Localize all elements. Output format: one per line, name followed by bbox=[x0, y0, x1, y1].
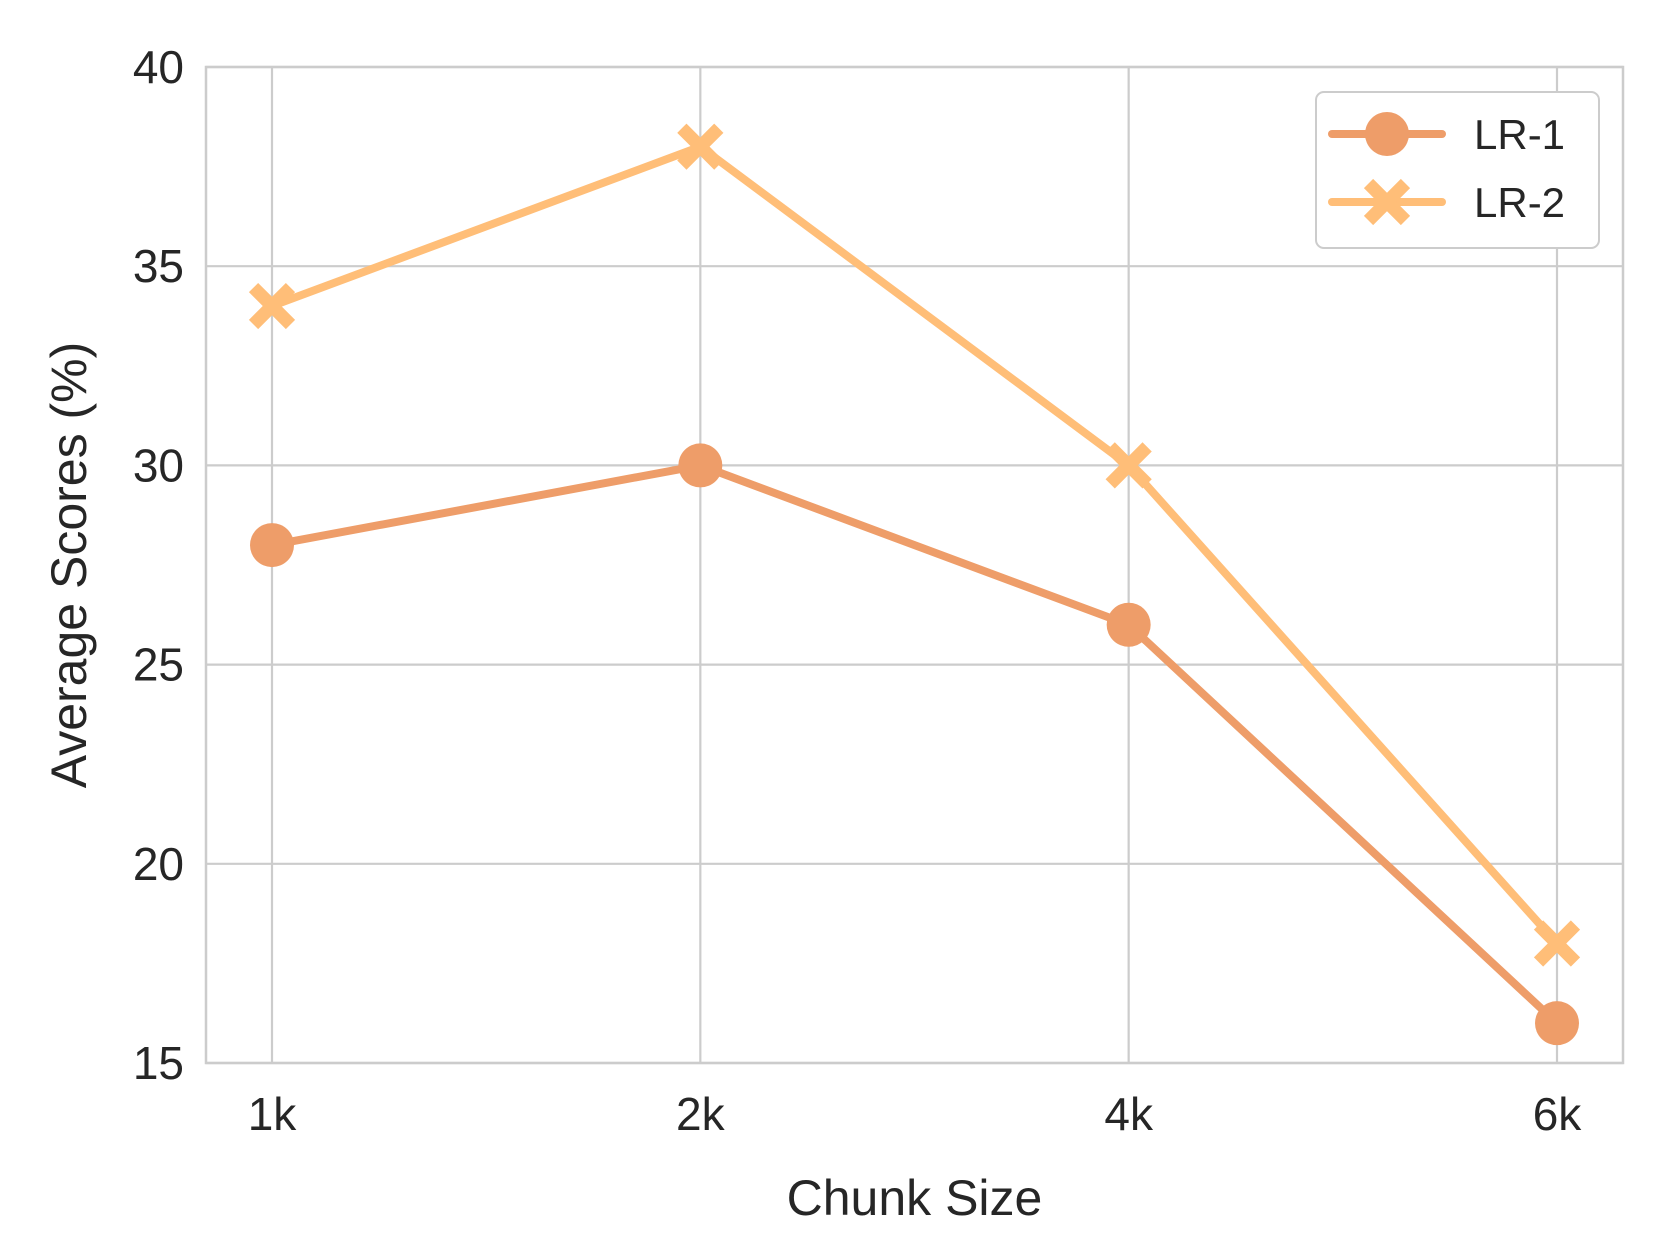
legend-entry: LR-2 bbox=[1328, 178, 1565, 226]
data-point-x bbox=[1363, 178, 1411, 226]
legend: LR-1 LR-2 bbox=[1315, 91, 1600, 249]
y-tick-label: 20 bbox=[133, 838, 184, 890]
data-point-circle bbox=[678, 443, 723, 488]
y-tick-label: 35 bbox=[133, 240, 184, 292]
data-point-circle bbox=[1365, 112, 1409, 156]
data-point-x bbox=[1105, 442, 1152, 489]
x-axis-title: Chunk Size bbox=[787, 1170, 1043, 1226]
legend-entry: LR-1 bbox=[1328, 111, 1565, 158]
series-LR-1 bbox=[250, 443, 1579, 1046]
y-tick-label: 15 bbox=[133, 1037, 184, 1089]
series-LR-2 bbox=[248, 123, 1581, 967]
legend-label: LR-2 bbox=[1474, 179, 1565, 226]
plot-frame bbox=[204, 65, 1625, 1065]
y-tick-label: 40 bbox=[133, 41, 184, 93]
x-tick-labels: 1k 2k 4k 6k bbox=[248, 1088, 1583, 1140]
x-tick-label: 6k bbox=[1533, 1088, 1583, 1140]
series-group bbox=[248, 123, 1581, 1046]
y-tick-label: 25 bbox=[133, 639, 184, 691]
legend-label: LR-1 bbox=[1474, 111, 1565, 158]
data-point-x bbox=[248, 282, 296, 330]
y-tick-label: 30 bbox=[133, 439, 184, 491]
legend-items: LR-1 LR-2 bbox=[1328, 111, 1565, 226]
data-point-x bbox=[677, 123, 724, 170]
x-tick-label: 1k bbox=[248, 1088, 298, 1140]
x-tick-label: 4k bbox=[1104, 1088, 1154, 1140]
data-point-circle bbox=[1106, 602, 1151, 647]
y-axis-title: Average Scores (%) bbox=[41, 342, 97, 788]
series-line bbox=[268, 142, 1561, 948]
data-point-circle bbox=[250, 523, 294, 568]
data-point-circle bbox=[1535, 1001, 1579, 1046]
data-point-x bbox=[1533, 920, 1581, 967]
series-line bbox=[268, 461, 1561, 1028]
y-tick-labels: 15 20 25 30 35 40 bbox=[133, 41, 184, 1089]
x-tick-label: 2k bbox=[676, 1088, 726, 1140]
